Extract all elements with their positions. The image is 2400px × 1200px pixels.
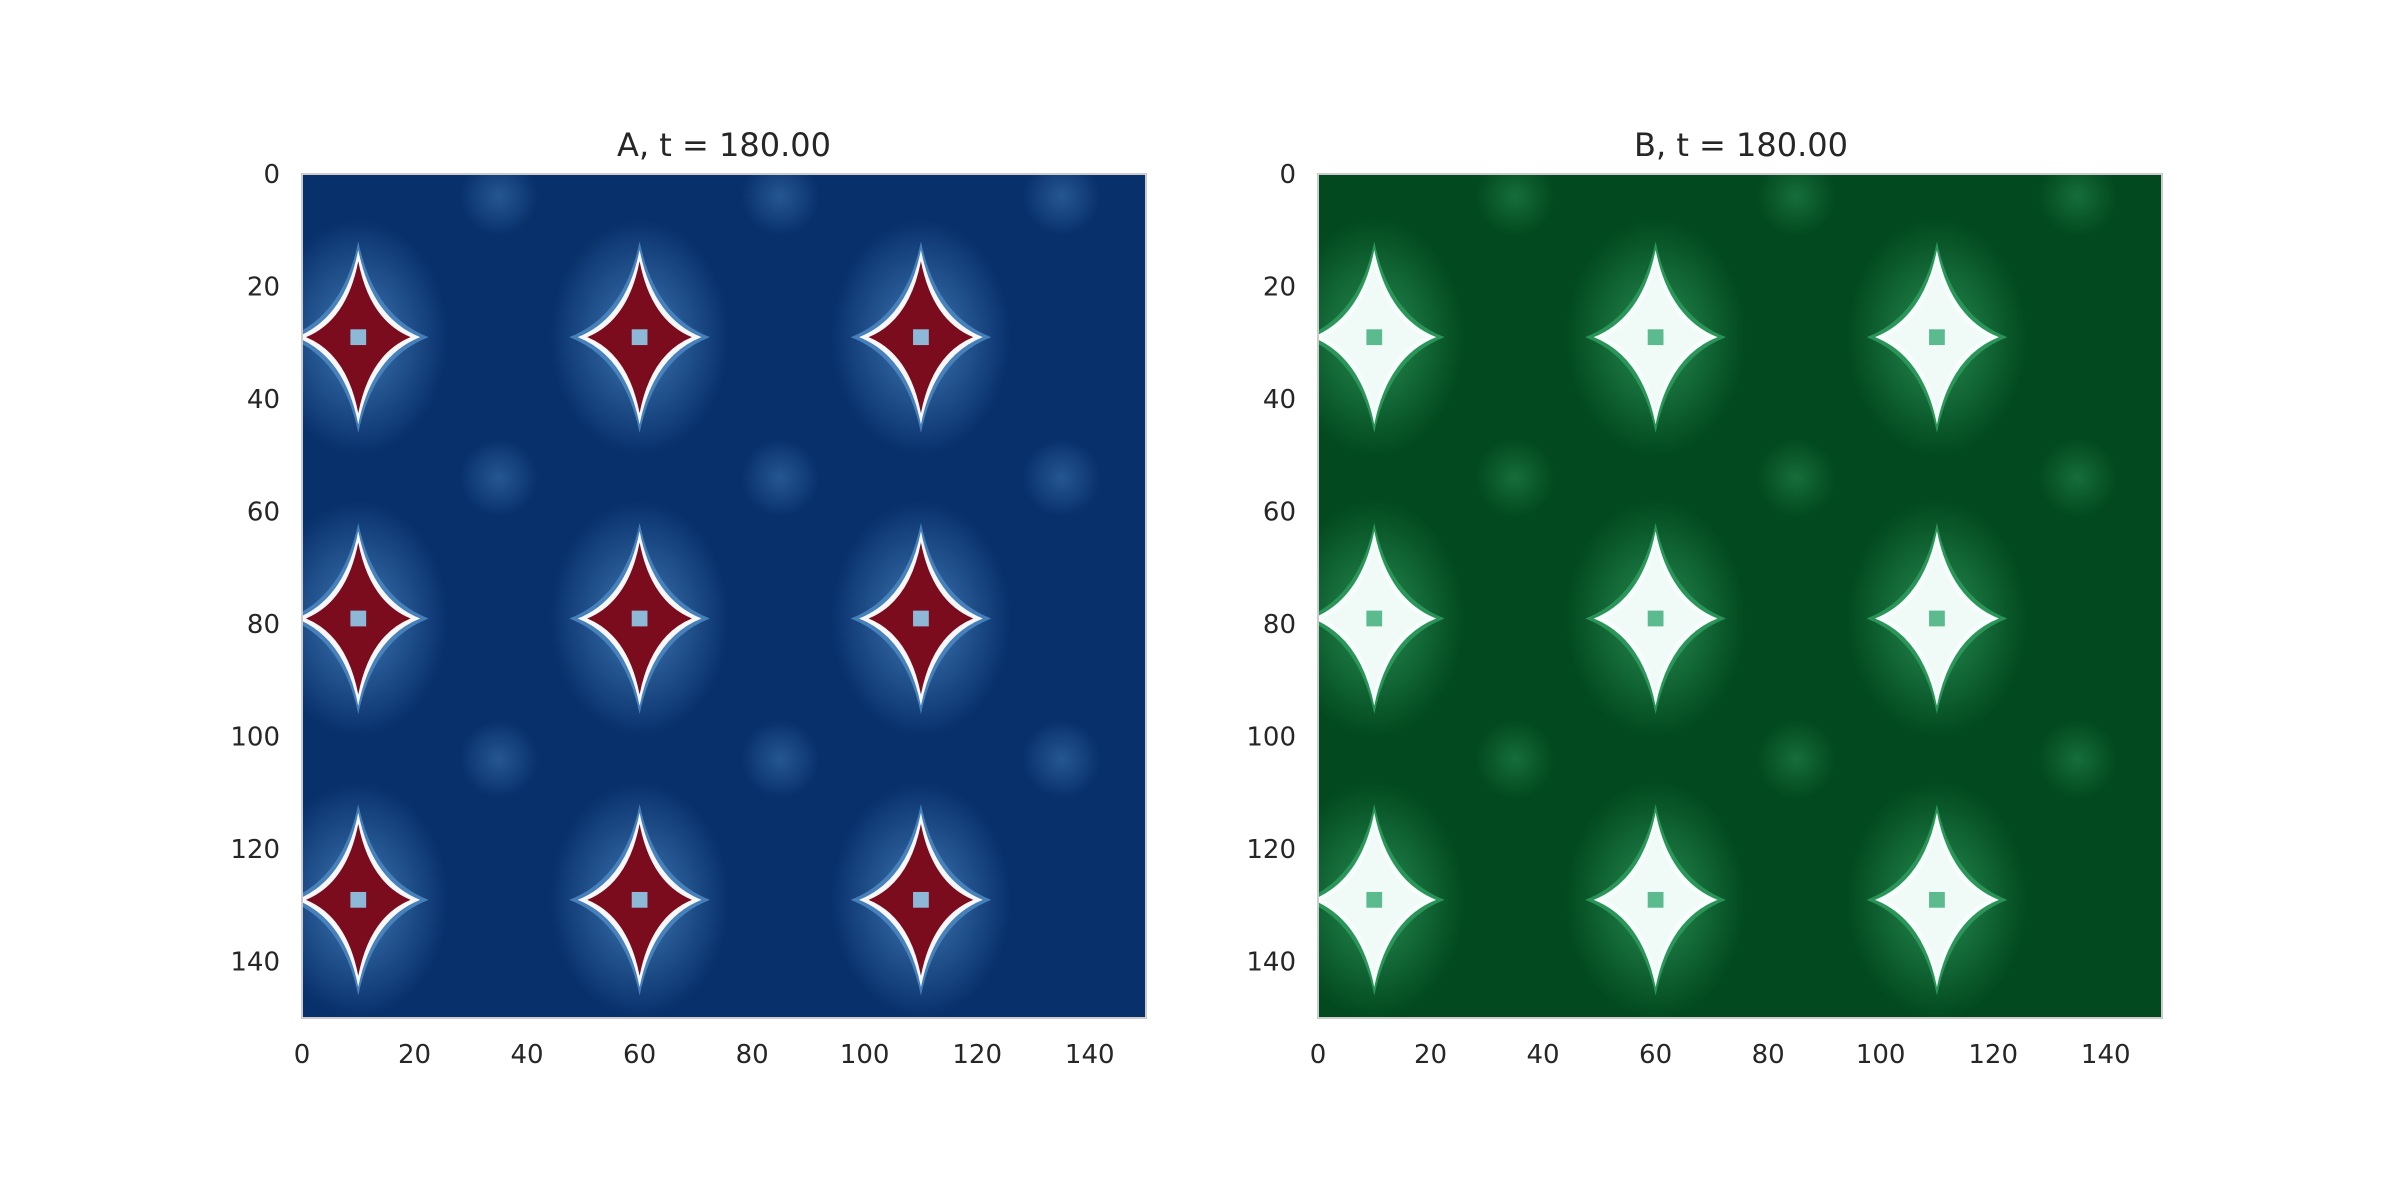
chart-title: B, t = 180.00	[1634, 126, 1848, 164]
spot	[1846, 781, 2027, 1018]
faint-spot	[2038, 174, 2117, 236]
axes-frame	[301, 173, 1147, 1019]
y-tick-label: 60	[247, 498, 280, 528]
faint-spot	[740, 438, 820, 518]
faint-spot	[459, 174, 539, 236]
spot	[1565, 781, 1746, 1018]
spot	[1846, 500, 2027, 737]
y-tick-label: 100	[1246, 723, 1296, 753]
faint-spot	[1022, 719, 1101, 799]
y-tick-label: 0	[1279, 160, 1296, 190]
y-tick-label: 20	[247, 273, 280, 303]
x-tick-label: 100	[840, 1040, 890, 1070]
spot	[549, 781, 730, 1018]
chart-title: A, t = 180.00	[617, 126, 831, 164]
y-tick-label: 0	[263, 160, 280, 190]
x-tick-label: 140	[1065, 1040, 1115, 1070]
spot	[830, 219, 1011, 456]
x-tick-label: 40	[511, 1040, 544, 1070]
spot	[549, 219, 730, 456]
faint-spot	[459, 438, 539, 518]
y-axis-ticks: 0 20 40 60 80 100 120 140	[230, 160, 280, 978]
spot	[830, 781, 1011, 1018]
x-tick-label: 0	[294, 1040, 311, 1070]
y-tick-label: 120	[230, 835, 280, 865]
heatmap-panel-b: B, t = 180.00 0 20 40 60 80 100 120 140 0 20 40 60…	[1246, 126, 2163, 1070]
y-tick-label: 80	[247, 610, 280, 640]
spot	[302, 219, 449, 456]
y-tick-label: 40	[247, 385, 280, 415]
faint-spot	[2038, 438, 2117, 518]
spot	[302, 781, 449, 1018]
spot	[1565, 500, 1746, 737]
y-tick-label: 40	[1263, 385, 1296, 415]
x-tick-label: 20	[1414, 1040, 1447, 1070]
x-tick-label: 80	[1752, 1040, 1785, 1070]
spot	[1846, 219, 2027, 456]
faint-spot	[1022, 174, 1101, 236]
spot	[1318, 781, 1465, 1018]
faint-spot	[1756, 438, 1836, 518]
y-tick-label: 100	[230, 723, 280, 753]
spot	[302, 500, 449, 737]
heatmap-panel-a: A, t = 180.00 0 20 40 60 80 100 120 140 0 20 40 60…	[230, 126, 1147, 1070]
faint-spot	[1022, 438, 1101, 518]
heatmap-area	[301, 173, 1147, 1019]
spot	[1565, 219, 1746, 456]
faint-spot	[2038, 719, 2117, 799]
faint-spot	[1756, 719, 1836, 799]
heatmap-area	[1317, 173, 2163, 1019]
y-tick-label: 140	[1246, 948, 1296, 978]
faint-spot	[459, 719, 539, 799]
x-tick-label: 60	[1639, 1040, 1672, 1070]
x-tick-label: 100	[1856, 1040, 1906, 1070]
x-tick-label: 40	[1527, 1040, 1560, 1070]
x-tick-label: 60	[623, 1040, 656, 1070]
x-tick-label: 0	[1310, 1040, 1327, 1070]
y-tick-label: 140	[230, 948, 280, 978]
spot	[1318, 219, 1465, 456]
y-tick-label: 80	[1263, 610, 1296, 640]
faint-spot	[740, 719, 820, 799]
x-tick-label: 140	[2081, 1040, 2131, 1070]
y-tick-label: 120	[1246, 835, 1296, 865]
faint-spot	[1756, 174, 1836, 236]
x-tick-label: 20	[398, 1040, 431, 1070]
spot	[830, 500, 1011, 737]
spot	[549, 500, 730, 737]
x-axis-ticks: 0 20 40 60 80 100 120 140	[294, 1040, 1115, 1070]
spot	[1318, 500, 1465, 737]
x-tick-label: 120	[952, 1040, 1002, 1070]
axes-frame	[1317, 173, 2163, 1019]
y-axis-ticks: 0 20 40 60 80 100 120 140	[1246, 160, 1296, 978]
x-axis-ticks: 0 20 40 60 80 100 120 140	[1310, 1040, 2131, 1070]
y-tick-label: 60	[1263, 498, 1296, 528]
y-tick-label: 20	[1263, 273, 1296, 303]
faint-spot	[740, 174, 820, 236]
x-tick-label: 80	[736, 1040, 769, 1070]
x-tick-label: 120	[1968, 1040, 2018, 1070]
faint-spot	[1475, 438, 1555, 518]
faint-spot	[1475, 174, 1555, 236]
faint-spot	[1475, 719, 1555, 799]
